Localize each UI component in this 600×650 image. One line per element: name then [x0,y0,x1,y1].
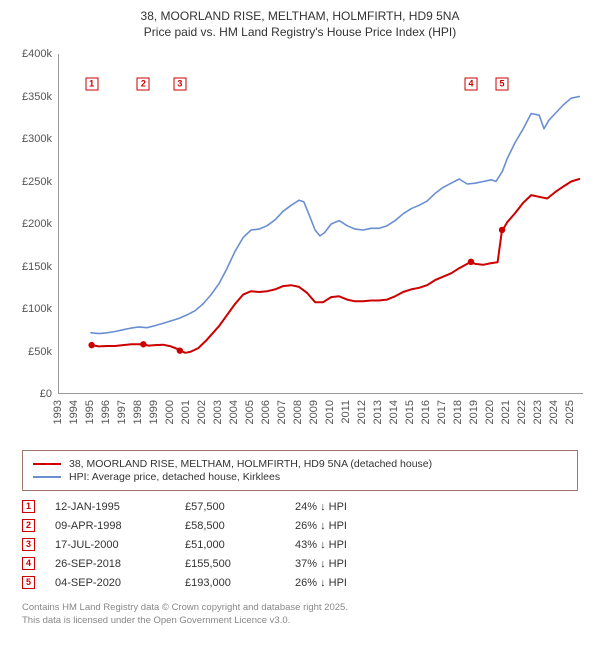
title-line-1: 38, MOORLAND RISE, MELTHAM, HOLMFIRTH, H… [141,9,460,23]
x-tick-label: 2020 [484,400,496,424]
x-tick-label: 2006 [260,400,272,424]
x-tick-label: 1993 [52,400,64,424]
x-tick-label: 2025 [564,400,576,424]
legend-swatch-price [33,463,61,465]
x-tick-label: 2009 [308,400,320,424]
chart-area: £0 £50k £100k £150k £200k £250k £300k £350k £400… [10,46,590,446]
sales-row-price: £155,500 [185,558,295,570]
x-tick-label: 2010 [324,400,336,424]
legend-swatch-hpi [33,476,61,478]
sales-row-delta: 24% ↓ HPI [295,501,405,513]
sale-dot [140,341,146,347]
sales-row-marker: 5 [22,576,35,589]
sales-row: 3 17-JUL-2000£51,00043% ↓ HPI [22,535,578,554]
sales-row-marker: 3 [22,538,35,551]
legend: 38, MOORLAND RISE, MELTHAM, HOLMFIRTH, H… [22,450,578,491]
sales-row-delta: 43% ↓ HPI [295,539,405,551]
sale-dot [468,259,474,265]
y-tick-label: £100k [22,303,52,315]
x-tick-label: 2005 [244,400,256,424]
x-tick-label: 2012 [356,400,368,424]
x-axis: 1993199419951996199719981999200020012002… [58,396,583,446]
y-tick-label: £300k [22,133,52,145]
x-tick-label: 2017 [436,400,448,424]
x-tick-label: 2013 [372,400,384,424]
sales-row-delta: 26% ↓ HPI [295,520,405,532]
x-tick-label: 2014 [388,400,400,424]
title-line-2: Price paid vs. HM Land Registry's House … [144,25,456,39]
y-tick-label: £400k [22,48,52,60]
sales-row: 2 09-APR-1998£58,50026% ↓ HPI [22,516,578,535]
x-tick-label: 2018 [452,400,464,424]
x-tick-label: 1996 [100,400,112,424]
sales-row: 5 04-SEP-2020£193,00026% ↓ HPI [22,573,578,592]
sale-marker-2: 2 [137,78,150,91]
footer-line-1: Contains HM Land Registry data © Crown c… [22,602,348,613]
x-tick-label: 2007 [276,400,288,424]
footer: Contains HM Land Registry data © Crown c… [22,602,578,627]
y-tick-label: £50k [28,346,52,358]
series-hpi [91,97,579,334]
sales-row-marker: 1 [22,500,35,513]
sales-row-date: 17-JUL-2000 [55,539,185,551]
sales-row: 4 26-SEP-2018£155,50037% ↓ HPI [22,554,578,573]
sales-row-price: £57,500 [185,501,295,513]
y-tick-label: £150k [22,261,52,273]
y-tick-label: £0 [40,388,52,400]
y-tick-label: £350k [22,91,52,103]
sales-row-date: 12-JAN-1995 [55,501,185,513]
x-tick-label: 1997 [116,400,128,424]
sale-marker-4: 4 [464,78,477,91]
sales-table: 1 12-JAN-1995£57,50024% ↓ HPI 2 09-APR-1998… [22,497,578,592]
plot-area: 1 2 3 4 5 [58,54,583,394]
x-tick-label: 2019 [468,400,480,424]
sales-row-price: £51,000 [185,539,295,551]
x-tick-label: 2015 [404,400,416,424]
sales-row-marker: 4 [22,557,35,570]
sale-marker-1: 1 [85,78,98,91]
x-tick-label: 2023 [532,400,544,424]
sale-dot [177,348,183,354]
x-tick-label: 2011 [340,400,352,424]
chart-title: 38, MOORLAND RISE, MELTHAM, HOLMFIRTH, H… [10,8,590,40]
sale-dot [499,227,505,233]
y-tick-label: £250k [22,176,52,188]
x-tick-label: 2002 [196,400,208,424]
sales-row-price: £193,000 [185,577,295,589]
legend-label-price: 38, MOORLAND RISE, MELTHAM, HOLMFIRTH, H… [69,458,432,470]
x-tick-label: 2000 [164,400,176,424]
x-tick-label: 1998 [132,400,144,424]
x-tick-label: 2022 [516,400,528,424]
sales-row-date: 26-SEP-2018 [55,558,185,570]
legend-item-hpi: HPI: Average price, detached house, Kirk… [33,471,567,483]
x-tick-label: 2001 [180,400,192,424]
x-tick-label: 2024 [548,400,560,424]
x-tick-label: 2003 [212,400,224,424]
x-tick-label: 1994 [68,400,80,424]
sale-marker-3: 3 [173,78,186,91]
x-tick-label: 1999 [148,400,160,424]
sales-row-delta: 37% ↓ HPI [295,558,405,570]
y-tick-label: £200k [22,218,52,230]
series-price_paid [91,179,579,353]
sale-marker-5: 5 [496,78,509,91]
x-tick-label: 2004 [228,400,240,424]
sales-row-price: £58,500 [185,520,295,532]
legend-item-price: 38, MOORLAND RISE, MELTHAM, HOLMFIRTH, H… [33,458,567,470]
x-tick-label: 2021 [500,400,512,424]
chart-svg [59,54,583,393]
sales-row: 1 12-JAN-1995£57,50024% ↓ HPI [22,497,578,516]
sales-row-marker: 2 [22,519,35,532]
chart-container: 38, MOORLAND RISE, MELTHAM, HOLMFIRTH, H… [0,0,600,650]
sale-dot [88,342,94,348]
x-tick-label: 2016 [420,400,432,424]
legend-label-hpi: HPI: Average price, detached house, Kirk… [69,471,280,483]
sales-row-date: 04-SEP-2020 [55,577,185,589]
footer-line-2: This data is licensed under the Open Gov… [22,615,290,626]
y-axis: £0£50k£100k£150k£200k£250k£300k£350k£400… [10,54,56,394]
sales-row-date: 09-APR-1998 [55,520,185,532]
sales-row-delta: 26% ↓ HPI [295,577,405,589]
x-tick-label: 1995 [84,400,96,424]
x-tick-label: 2008 [292,400,304,424]
